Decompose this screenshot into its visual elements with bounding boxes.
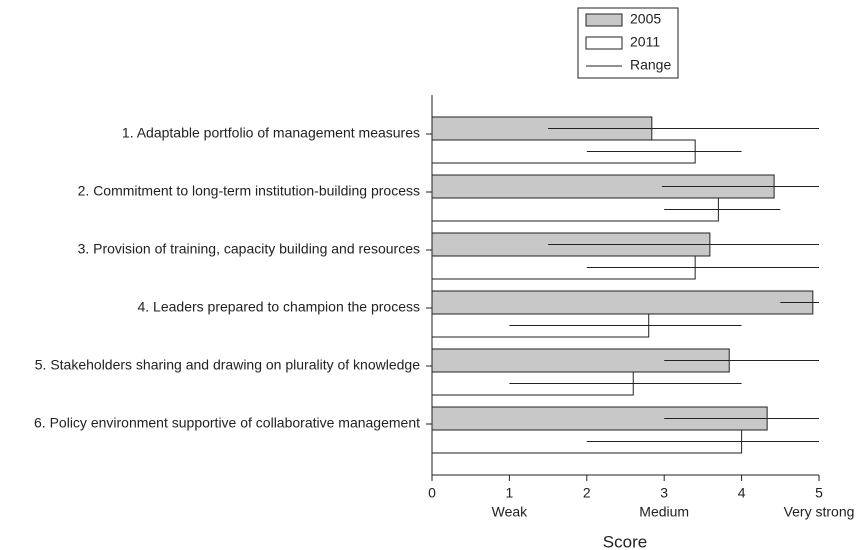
legend-label: 2005 [630,11,661,27]
category-label: 2. Commitment to long-term institution-b… [78,183,420,199]
bar [431,290,814,315]
legend-label: 2011 [630,34,660,50]
category-label: 1. Adaptable portfolio of management mea… [122,125,420,141]
category-label: 5. Stakeholders sharing and drawing on p… [35,357,420,373]
x-tick-label: 0 [428,485,436,501]
x-tick-descriptor: Medium [639,504,689,520]
category-label: 4. Leaders prepared to champion the proc… [137,299,420,315]
x-tick-label: 1 [506,485,514,501]
x-tick-label: 3 [660,485,668,501]
x-tick-label: 2 [583,485,591,501]
legend-swatch [585,36,623,50]
legend-label: Range [630,57,671,73]
category-label: 3. Provision of training, capacity build… [78,241,420,257]
x-tick-descriptor: Very strong [784,504,855,520]
legend-swatch [585,13,623,27]
x-axis-title: Score [603,532,647,550]
x-tick-descriptor: Weak [492,504,529,520]
x-tick-label: 4 [738,485,746,501]
x-tick-label: 5 [815,485,823,501]
category-label: 6. Policy environment supportive of coll… [34,415,420,431]
